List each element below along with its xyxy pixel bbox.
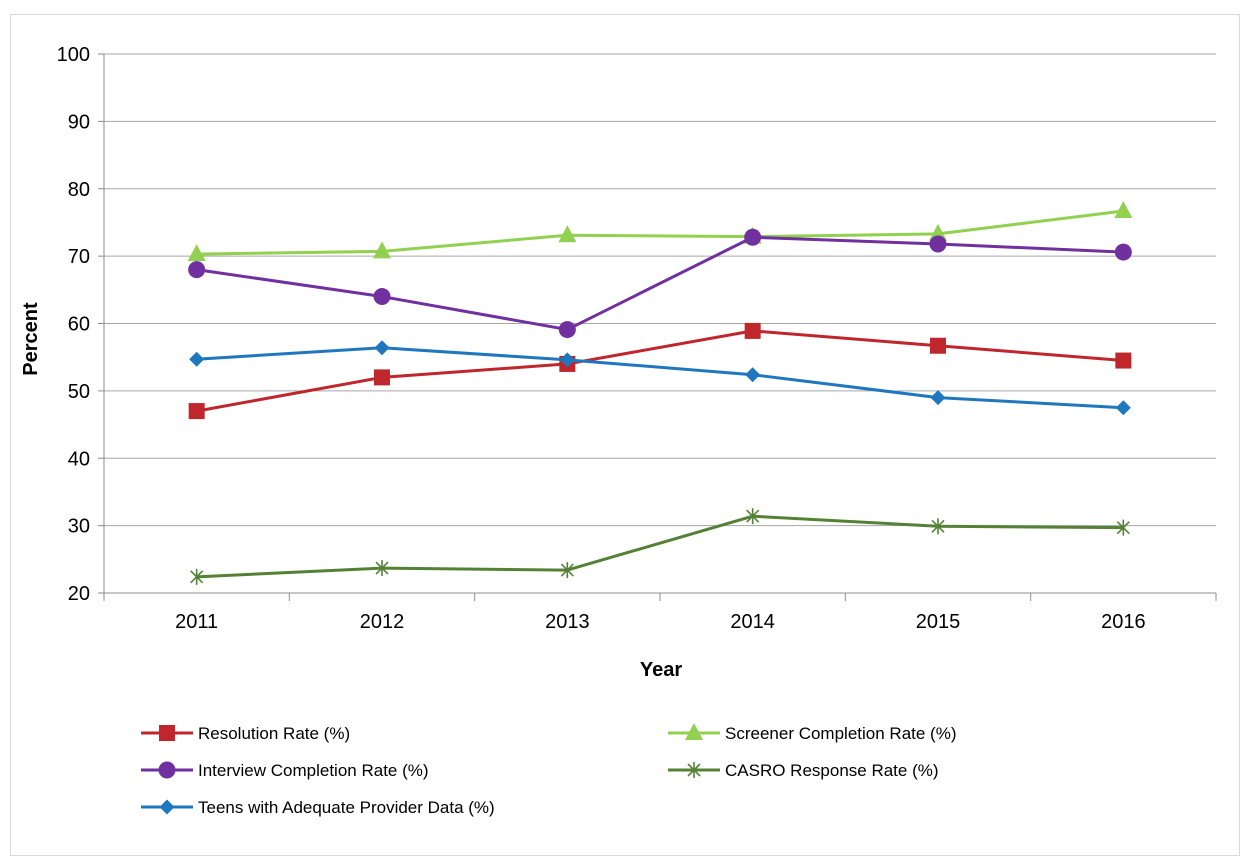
legend-label: Screener Completion Rate (%): [725, 724, 956, 743]
data-point: [746, 508, 760, 525]
gridlines: [104, 53, 1216, 527]
series-line: [196, 329, 1124, 413]
legend: Resolution Rate (%) Screener Completion R…: [141, 723, 956, 817]
data-point: [558, 225, 577, 243]
data-point: [1114, 200, 1133, 218]
legend-label: Interview Completion Rate (%): [198, 761, 429, 780]
data-point: [930, 390, 946, 406]
legend-item: Interview Completion Rate (%): [141, 761, 429, 780]
data-point: [929, 235, 947, 253]
y-tick-label: 20: [68, 583, 90, 605]
series-lines: [187, 200, 1133, 585]
legend-marker: [158, 761, 176, 779]
legend-marker: [687, 762, 701, 778]
series-0: [188, 322, 1132, 420]
data-point: [744, 322, 761, 339]
y-tick-label: 80: [68, 179, 90, 201]
series-line: [196, 209, 1124, 256]
y-axis-title: Percent: [20, 302, 42, 376]
x-tick-label: 2012: [360, 611, 405, 633]
chart-frame: 20 30 40 50 60 70 80 90 100 2011 2012 2013 2014 2015…: [10, 14, 1240, 856]
y-tick-label: 50: [68, 381, 90, 403]
data-point: [1116, 519, 1130, 536]
legend-label: Resolution Rate (%): [198, 724, 350, 743]
x-tick-labels: 2011 2012 2013 2014 2015 2016: [175, 611, 1145, 633]
data-point: [744, 228, 762, 246]
y-tick-label: 90: [68, 111, 90, 133]
x-tick-label: 2011: [175, 611, 218, 633]
data-point: [1114, 243, 1132, 261]
legend-item: Screener Completion Rate (%): [668, 723, 956, 743]
series-line: [196, 235, 1124, 332]
data-point: [1115, 352, 1132, 369]
data-point: [929, 223, 947, 241]
series-line: [196, 514, 1124, 579]
series-1: [187, 200, 1133, 262]
x-tick-label: 2013: [545, 611, 590, 633]
y-tick-label: 60: [68, 314, 90, 336]
legend-marker: [159, 799, 175, 815]
data-point: [559, 352, 575, 368]
legend-item: CASRO Response Rate (%): [668, 761, 939, 780]
legend-marker: [159, 725, 175, 741]
data-point: [187, 244, 206, 262]
series-2: [188, 228, 1132, 339]
series-line: [196, 346, 1124, 410]
line-chart: 20 30 40 50 60 70 80 90 100 2011 2012 2013 2014 2015…: [20, 44, 1217, 817]
data-point: [373, 288, 391, 306]
data-point: [558, 321, 576, 339]
y-tick-label: 40: [68, 448, 90, 470]
data-point: [190, 568, 204, 585]
y-tick-label: 100: [57, 44, 90, 66]
y-tick-labels: 20 30 40 50 60 70 80 90 100: [57, 44, 90, 605]
data-point: [1115, 400, 1131, 416]
data-point: [560, 562, 574, 579]
legend-marker: [685, 723, 703, 740]
x-axis-title: Year: [640, 659, 682, 681]
y-tick-label: 30: [68, 516, 90, 538]
legend-label: CASRO Response Rate (%): [725, 761, 939, 780]
data-point: [374, 369, 390, 386]
series-4: [189, 340, 1131, 416]
data-point: [931, 518, 945, 535]
data-point: [189, 351, 205, 367]
x-tick-label: 2014: [730, 611, 775, 633]
y-tick-label: 70: [68, 246, 90, 268]
legend-item: Resolution Rate (%): [141, 724, 350, 743]
data-point: [188, 261, 206, 279]
legend-item: Teens with Adequate Provider Data (%): [141, 798, 495, 817]
legend-label: Teens with Adequate Provider Data (%): [198, 798, 495, 817]
x-tick-label: 2015: [916, 611, 961, 633]
data-point: [188, 403, 205, 420]
data-point: [373, 241, 391, 259]
data-point: [374, 340, 390, 356]
axes: [98, 53, 1217, 601]
data-point: [745, 367, 761, 383]
x-tick-label: 2016: [1101, 611, 1146, 633]
data-point: [930, 337, 946, 354]
data-point: [375, 560, 389, 577]
series-3: [190, 508, 1130, 585]
